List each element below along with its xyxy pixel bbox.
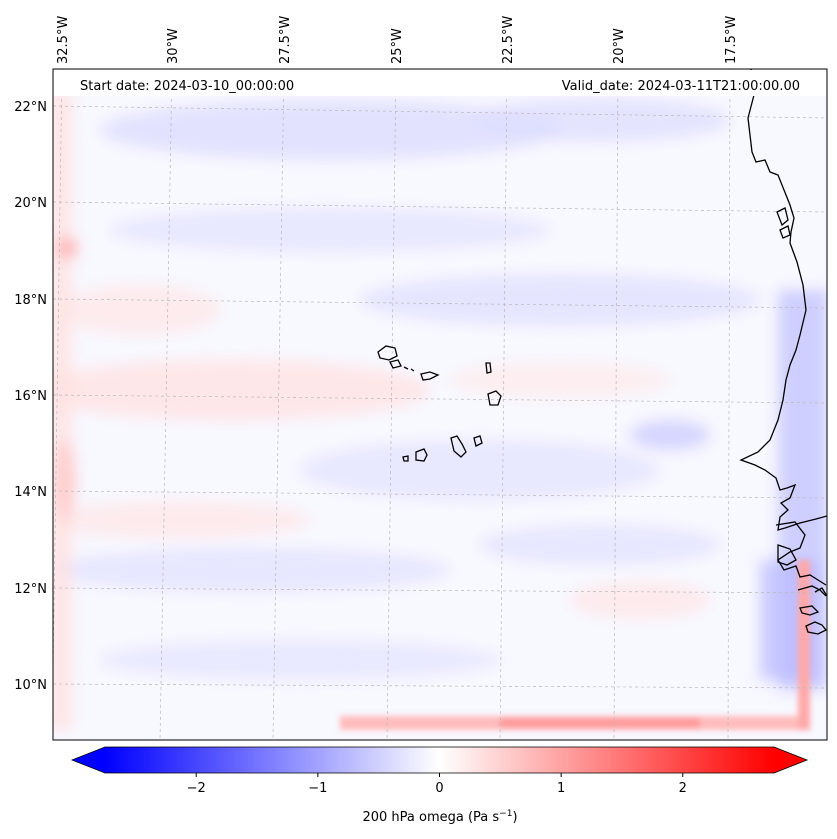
start-date: Start date: 2024-03-10_00:00:00 [80, 79, 294, 94]
lat-label: 22°N [14, 100, 47, 115]
colorbar-max-extend [774, 747, 807, 773]
colorbar-label: 200 hPa omega (Pa s−1) [362, 809, 517, 825]
map-frame [52, 68, 828, 741]
lon-label: 30°W [166, 28, 181, 64]
lon-label: 22.5°W [501, 16, 516, 64]
lon-label: 25°W [390, 28, 405, 64]
colorbar-outline [70, 746, 809, 774]
lon-label: 32.5°W [56, 16, 71, 64]
lat-label: 16°N [14, 389, 47, 404]
longitude-labels: 32.5°W 30°W 27.5°W 25°W 22.5°W 20°W 17.5… [56, 16, 739, 64]
latitude-labels: 22°N 20°N 18°N 16°N 14°N 12°N 10°N [14, 100, 47, 693]
colorbar: −2 −1 0 1 2 200 hPa omega (Pa s−1) [70, 746, 809, 825]
colorbar-tick-label: 0 [435, 781, 443, 796]
lat-label: 14°N [14, 485, 47, 500]
header-strip [54, 70, 826, 96]
coastline [377, 69, 827, 635]
colorbar-tick-label: 1 [557, 781, 565, 796]
colorbar-min-extend [72, 747, 105, 773]
lat-label: 10°N [14, 678, 47, 693]
graticule [53, 69, 827, 740]
colorbar-ticks: −2 −1 0 1 2 [187, 773, 687, 796]
colorbar-tick-label: −1 [308, 781, 327, 796]
map-panel: Start date: 2024-03-10_00:00:00 Valid_da… [52, 68, 828, 741]
omega-field [53, 69, 827, 740]
lon-label: 17.5°W [724, 16, 739, 64]
lon-label: 20°W [612, 28, 627, 64]
valid-date: Valid_date: 2024-03-11T21:00:00.00 [562, 79, 800, 94]
lat-label: 12°N [14, 582, 47, 597]
colorbar-gradient [105, 747, 774, 773]
lon-label: 27.5°W [278, 16, 293, 64]
lat-label: 20°N [14, 196, 47, 211]
colorbar-tick-label: 2 [679, 781, 687, 796]
lat-label: 18°N [14, 293, 47, 308]
colorbar-tick-label: −2 [187, 781, 206, 796]
